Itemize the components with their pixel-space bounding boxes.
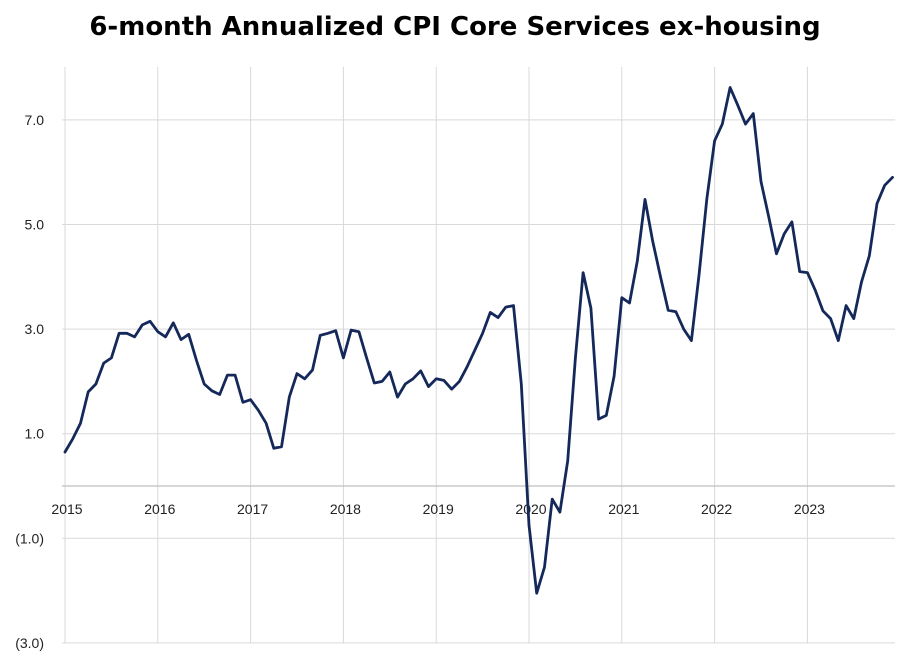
x-tick-label: 2016 — [144, 501, 175, 517]
x-tick-label: 2021 — [608, 501, 639, 517]
chart-title: 6-month Annualized CPI Core Services ex-… — [89, 12, 821, 42]
y-tick-label: (3.0) — [15, 635, 44, 651]
y-tick-label: 1.0 — [25, 426, 45, 442]
x-tick-label: 2018 — [330, 501, 361, 517]
series-line-0 — [63, 86, 894, 595]
series-layer — [63, 86, 894, 595]
y-tick-label: (1.0) — [15, 530, 44, 546]
x-tick-label: 2022 — [701, 501, 732, 517]
y-tick-label: 7.0 — [25, 112, 45, 128]
x-tick-label: 2020 — [515, 501, 546, 517]
y-tick-label: 5.0 — [25, 217, 45, 233]
x-axis-tick-labels: 2015 2016 2017 2018 2019 2020 2021 2022 2023 — [51, 501, 825, 517]
x-tick-label: 2023 — [794, 501, 825, 517]
x-tick-label: 2019 — [423, 501, 454, 517]
x-tick-label: 2017 — [237, 501, 268, 517]
x-tick-label: 2015 — [51, 501, 82, 517]
y-tick-label: 3.0 — [25, 321, 45, 337]
y-axis-tick-labels: (3.0) (1.0) 1.0 3.0 5.0 7.0 — [15, 112, 44, 651]
gridlines — [62, 67, 895, 644]
